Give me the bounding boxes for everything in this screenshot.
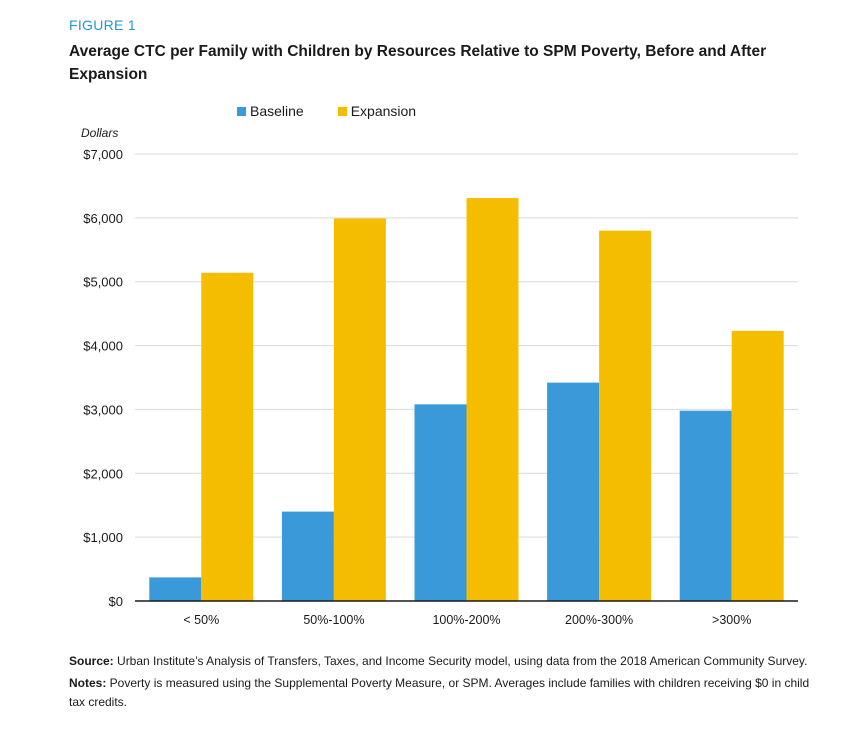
x-tick-label: 100%-200% — [432, 613, 500, 627]
bar-expansion-4 — [599, 230, 652, 601]
y-axis-title: Dollars — [81, 126, 118, 140]
y-tick-label: $6,000 — [83, 211, 123, 226]
notes-note: Notes: Poverty is measured using the Sup… — [69, 674, 819, 712]
legend-item-baseline: Baseline — [237, 103, 304, 119]
source-label: Source: — [69, 654, 114, 668]
legend-swatch-baseline — [237, 106, 246, 116]
x-tick-label: 200%-300% — [565, 613, 633, 627]
legend: Baseline Expansion — [237, 103, 416, 119]
y-tick-label: $3,000 — [83, 402, 123, 417]
notes-text: Poverty is measured using the Supplement… — [69, 676, 810, 709]
x-tick-label: 50%-100% — [303, 613, 364, 627]
notes-label: Notes: — [69, 676, 107, 690]
bar-chart: Dollars $0 $1,000 $2,000 $3,000 $4,000 $5,000 $… — [81, 126, 798, 627]
notes-block: Source: Urban Institute’s Analysis of Tr… — [69, 652, 819, 715]
bar-baseline-5 — [679, 410, 732, 601]
y-tick-label: $5,000 — [83, 275, 123, 290]
bar-expansion-2 — [333, 218, 386, 601]
bar-expansion-1 — [201, 272, 254, 601]
y-tick-label: $7,000 — [83, 147, 123, 162]
bar-baseline-2 — [281, 511, 334, 601]
bar-baseline-1 — [149, 577, 202, 601]
bar-baseline-3 — [414, 404, 467, 601]
y-tick-label: $2,000 — [83, 466, 123, 481]
legend-label-expansion: Expansion — [350, 103, 417, 119]
legend-swatch-expansion — [337, 106, 347, 116]
figure-label: FIGURE 1 — [69, 17, 136, 33]
bar-expansion-3 — [466, 198, 519, 601]
legend-label-baseline: Baseline — [250, 103, 304, 119]
x-tick-label: < 50% — [183, 613, 219, 627]
source-text: Urban Institute’s Analysis of Transfers,… — [113, 654, 808, 668]
x-tick-label: >300% — [712, 613, 751, 627]
legend-item-expansion: Expansion — [337, 103, 417, 119]
y-tick-label: $1,000 — [83, 530, 123, 545]
y-tick-label: $0 — [109, 594, 123, 609]
bar-expansion-5 — [731, 330, 784, 601]
y-tick-label: $4,000 — [83, 339, 123, 354]
bar-baseline-4 — [547, 382, 600, 601]
chart-title: Average CTC per Family with Children by … — [69, 43, 767, 83]
source-note: Source: Urban Institute’s Analysis of Tr… — [69, 652, 819, 671]
